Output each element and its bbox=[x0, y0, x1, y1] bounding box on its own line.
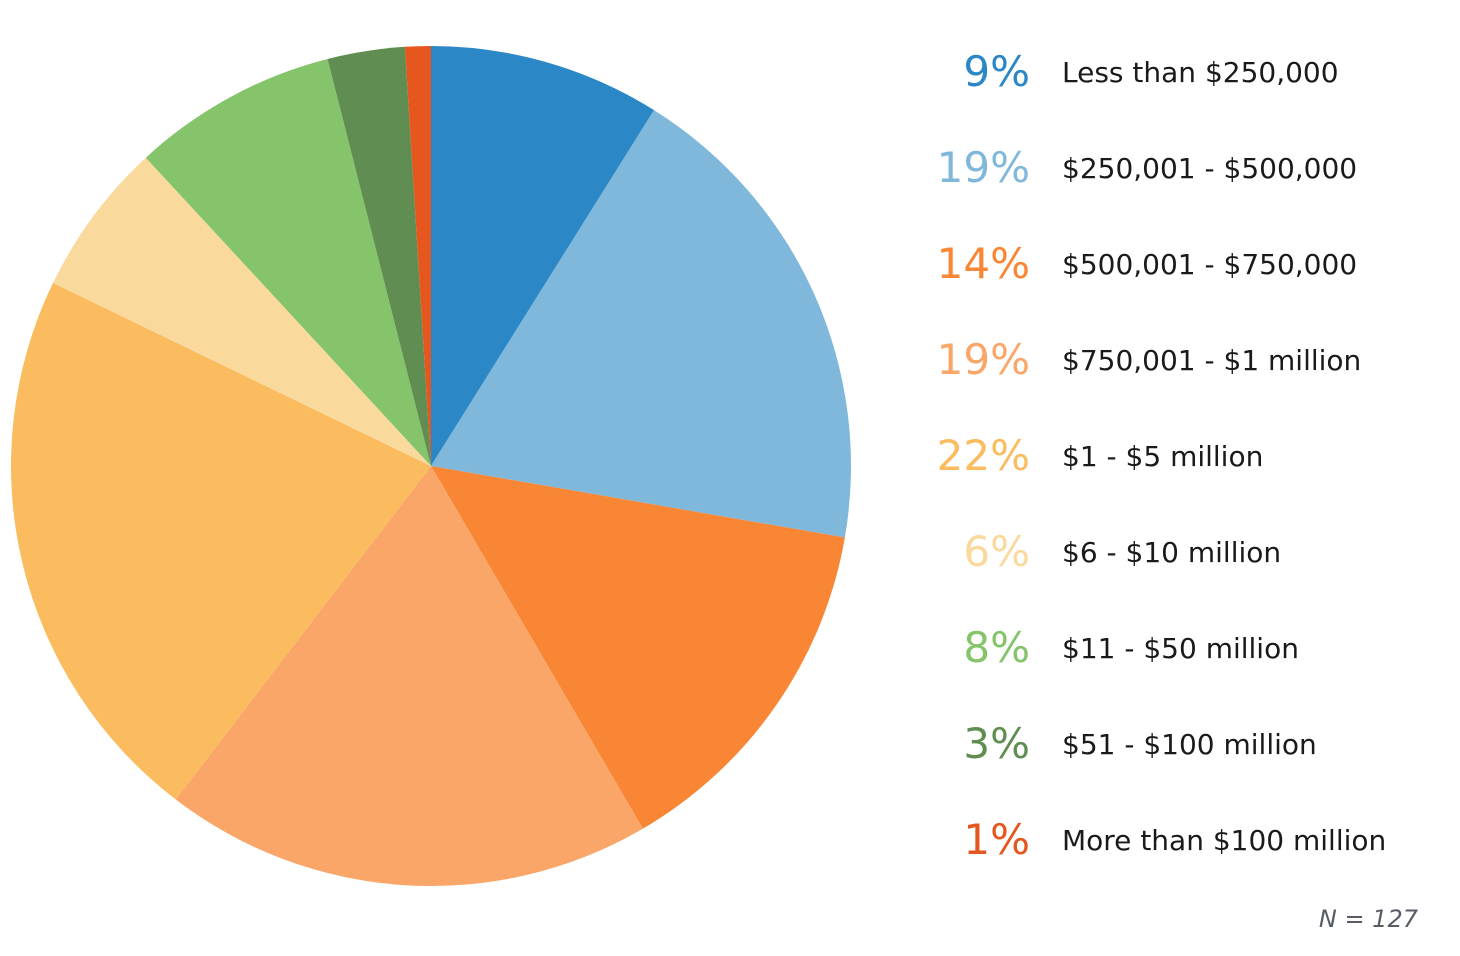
pie-slice-less-than-250-000 bbox=[431, 46, 655, 466]
pie-slice-750-001-1-million bbox=[175, 466, 643, 887]
legend-percent-value: 1% bbox=[963, 815, 1030, 864]
pie-slice-1-5-million bbox=[11, 282, 432, 800]
legend-category-label: $6 - $10 million bbox=[1062, 535, 1282, 569]
sample-size-note: N = 127 bbox=[1318, 905, 1418, 933]
legend-item: 19% $250,001 - $500,000 bbox=[925, 120, 1445, 216]
legend-percent-value: 6% bbox=[963, 527, 1030, 576]
legend-category-label: $51 - $100 million bbox=[1062, 727, 1317, 761]
legend-item: 6% $6 - $10 million bbox=[925, 504, 1445, 600]
legend-category-label: $250,001 - $500,000 bbox=[1062, 151, 1358, 185]
legend-category-label: $1 - $5 million bbox=[1062, 439, 1264, 473]
pie-slice-11-50-million bbox=[145, 58, 431, 466]
legend-category-label: $750,001 - $1 million bbox=[1062, 343, 1362, 377]
legend-item: 9% Less than $250,000 bbox=[925, 24, 1445, 120]
legend-item: 19% $750,001 - $1 million bbox=[925, 312, 1445, 408]
legend-percent-value: 22% bbox=[936, 431, 1030, 480]
pie-slice-51-100-million bbox=[327, 46, 431, 467]
legend-category-label: $500,001 - $750,000 bbox=[1062, 247, 1358, 281]
legend-item: 1% More than $100 million bbox=[925, 792, 1445, 888]
pie-slice-more-than-100-million bbox=[404, 46, 431, 466]
legend-category-label: More than $100 million bbox=[1062, 823, 1387, 857]
legend-item: 8% $11 - $50 million bbox=[925, 600, 1445, 696]
legend-percent-value: 3% bbox=[963, 719, 1030, 768]
legend-item: 14% $500,001 - $750,000 bbox=[925, 216, 1445, 312]
legend-percent-value: 14% bbox=[936, 239, 1030, 288]
pie-chart bbox=[11, 46, 852, 887]
pie-slice-500-001-750-000 bbox=[431, 466, 845, 829]
legend-percent-value: 8% bbox=[963, 623, 1030, 672]
legend: 9% Less than $250,000 19% $250,001 - $50… bbox=[925, 24, 1445, 888]
pie-slice-6-10-million bbox=[53, 157, 431, 466]
legend-percent-value: 19% bbox=[936, 143, 1030, 192]
legend-category-label: $11 - $50 million bbox=[1062, 631, 1299, 665]
legend-item: 3% $51 - $100 million bbox=[925, 696, 1445, 792]
legend-percent-value: 19% bbox=[936, 335, 1030, 384]
pie-slice-250-001-500-000 bbox=[431, 110, 852, 538]
legend-category-label: Less than $250,000 bbox=[1062, 55, 1339, 89]
legend-percent-value: 9% bbox=[963, 47, 1030, 96]
legend-item: 22% $1 - $5 million bbox=[925, 408, 1445, 504]
